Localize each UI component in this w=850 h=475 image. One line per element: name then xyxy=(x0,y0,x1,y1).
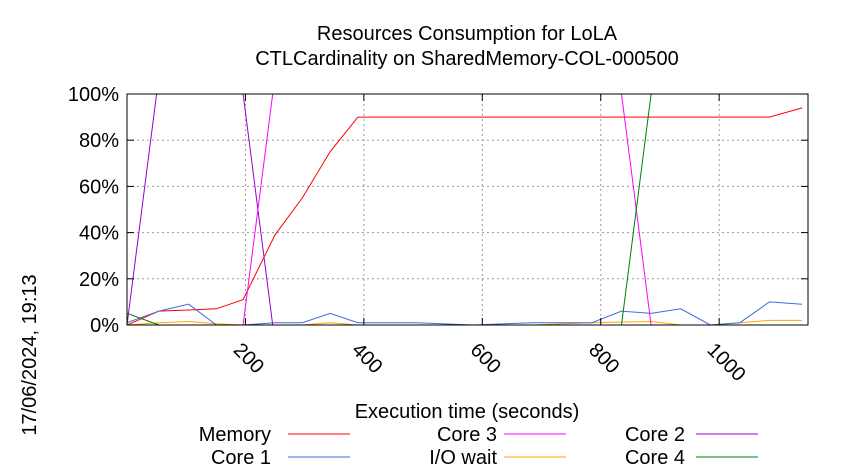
timestamp-label: 17/06/2024, 19:13 xyxy=(19,274,41,435)
y-tick-label: 80% xyxy=(79,130,119,152)
legend-label: Core 4 xyxy=(625,447,685,469)
series-lines xyxy=(126,93,803,326)
y-axis-ticks: 0% 20% 40% 60% 80% 100% xyxy=(68,84,808,337)
series-line-core-2 xyxy=(126,93,803,326)
x-axis-label: Execution time (seconds) xyxy=(355,401,580,423)
legend-label: I/O wait xyxy=(429,447,497,469)
y-tick-label: 20% xyxy=(79,269,119,291)
grid-lines xyxy=(127,94,808,325)
legend-label: Core 3 xyxy=(437,424,497,446)
y-tick-label: 0% xyxy=(90,315,119,337)
series-line-memory xyxy=(126,107,803,326)
series-line-core-3 xyxy=(127,93,803,326)
series-line-core-4 xyxy=(126,93,803,326)
plot-frame xyxy=(126,93,809,326)
chart-title: Resources Consumption for LoLA xyxy=(317,23,618,45)
x-axis-ticks: 200 400 600 800 1000 xyxy=(229,94,750,386)
series-line-core-1 xyxy=(126,301,803,326)
legend-label: Core 2 xyxy=(625,424,685,446)
x-tick-label: 800 xyxy=(584,339,623,378)
x-tick-label: 400 xyxy=(347,339,386,378)
y-tick-label: 60% xyxy=(79,176,119,198)
legend-label: Memory xyxy=(199,424,271,446)
x-tick-label: 200 xyxy=(229,339,268,378)
y-tick-label: 40% xyxy=(79,223,119,245)
x-tick-label: 1000 xyxy=(703,339,750,386)
x-tick-label: 600 xyxy=(466,339,505,378)
chart-subtitle: CTLCardinality on SharedMemory-COL-00050… xyxy=(255,48,679,70)
y-tick-label: 100% xyxy=(68,84,119,106)
legend-label: Core 1 xyxy=(211,447,271,469)
